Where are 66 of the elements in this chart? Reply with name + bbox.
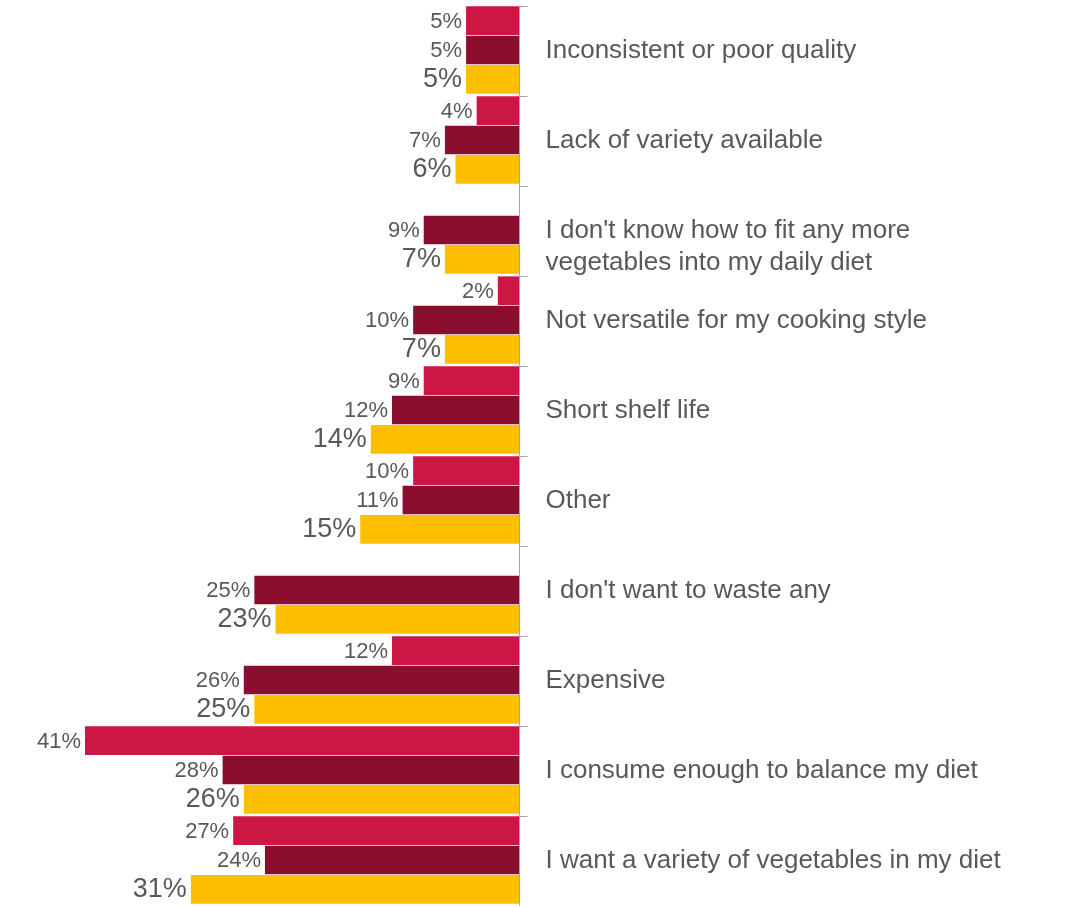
data-label: 12% <box>343 637 388 663</box>
data-label: 7% <box>409 127 441 152</box>
data-label: 26% <box>185 783 240 814</box>
data-label: 5% <box>430 37 463 62</box>
data-label: 9% <box>387 217 420 242</box>
bar <box>370 424 519 454</box>
bar <box>222 755 519 785</box>
bar <box>233 816 519 846</box>
bar <box>413 305 519 335</box>
data-label: 24% <box>216 847 261 872</box>
bar <box>466 6 519 36</box>
bar <box>391 636 519 666</box>
y-tick-label: Other <box>545 484 611 514</box>
bar <box>423 366 519 396</box>
y-tick-label: Expensive <box>545 664 666 694</box>
bar <box>402 485 519 515</box>
bar <box>444 334 519 364</box>
bar <box>275 604 519 634</box>
bar <box>455 154 519 184</box>
data-label: 10% <box>365 307 410 332</box>
y-tick-label: Short shelf life <box>545 394 711 424</box>
bar <box>360 514 519 544</box>
bar <box>444 244 519 274</box>
data-label: 5% <box>423 63 463 94</box>
bar <box>190 874 519 904</box>
data-label: 7% <box>401 243 441 274</box>
bar <box>254 575 519 605</box>
bar <box>391 395 519 425</box>
data-label: 26% <box>195 667 240 692</box>
y-tick-label: I don't want to waste any <box>545 574 831 604</box>
bar <box>466 35 519 65</box>
data-label: 7% <box>401 333 441 364</box>
bar <box>497 276 519 306</box>
data-label: 31% <box>132 873 187 904</box>
bar <box>476 96 519 126</box>
data-label: 4% <box>440 97 473 123</box>
y-tick-label: I consume enough to balance my diet <box>545 754 979 784</box>
data-label: 41% <box>36 727 81 753</box>
bar <box>466 64 519 94</box>
bar <box>423 215 519 245</box>
data-label: 23% <box>217 603 272 634</box>
bar <box>444 125 519 155</box>
y-tick-label: I want a variety of vegetables in my diet <box>545 844 1002 874</box>
data-label: 25% <box>206 577 251 602</box>
y-tick-label: Inconsistent or poor quality <box>545 34 857 64</box>
bar <box>243 784 519 814</box>
bar <box>243 665 519 695</box>
data-label: 6% <box>412 153 452 184</box>
data-label: 14% <box>312 423 367 454</box>
data-label: 15% <box>302 513 357 544</box>
data-label: 28% <box>174 757 219 782</box>
data-label: 2% <box>462 277 494 303</box>
data-label: 10% <box>365 457 410 483</box>
data-label: 25% <box>196 693 251 724</box>
y-tick-label: Not versatile for my cooking style <box>545 304 927 334</box>
bar <box>85 726 519 756</box>
data-label: 27% <box>185 817 230 843</box>
bar <box>254 694 519 724</box>
data-label: 5% <box>430 7 463 33</box>
y-tick-label: I don't know how to fit any more vegetables into my daily diet <box>545 214 911 276</box>
data-label: 12% <box>343 397 388 422</box>
bar <box>264 845 519 875</box>
y-tick-label: Lack of variety available <box>545 124 823 154</box>
data-label: 11% <box>356 487 399 512</box>
data-label: 9% <box>387 367 420 393</box>
bar <box>413 456 519 486</box>
